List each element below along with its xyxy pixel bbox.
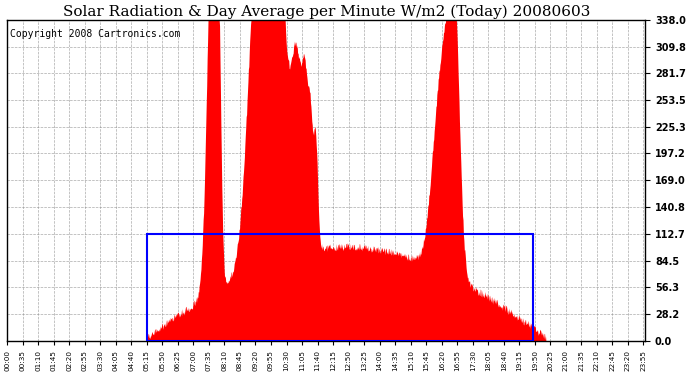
Bar — [147, 234, 533, 341]
Text: Copyright 2008 Cartronics.com: Copyright 2008 Cartronics.com — [10, 29, 181, 39]
Title: Solar Radiation & Day Average per Minute W/m2 (Today) 20080603: Solar Radiation & Day Average per Minute… — [63, 4, 590, 18]
